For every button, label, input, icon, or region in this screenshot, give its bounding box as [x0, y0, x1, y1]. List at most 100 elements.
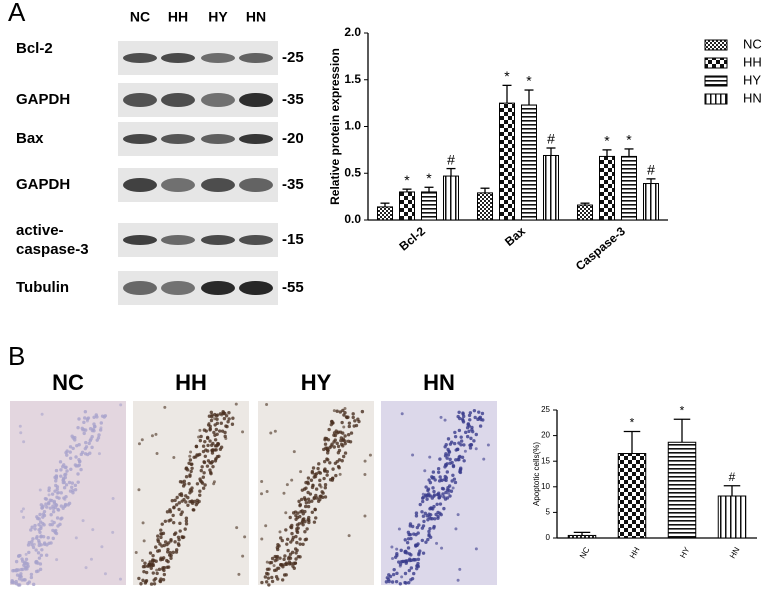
- cell: [82, 416, 87, 420]
- cell: [456, 513, 460, 517]
- cell: [336, 444, 341, 449]
- cell: [409, 578, 413, 582]
- micrograph-label: HN: [423, 370, 455, 395]
- cell: [90, 445, 94, 450]
- cell: [155, 571, 159, 576]
- bar: [643, 183, 659, 221]
- cell: [312, 496, 317, 500]
- cell: [21, 567, 25, 572]
- cell: [287, 555, 291, 559]
- blot-band: [239, 235, 273, 245]
- lane-label: HY: [208, 9, 228, 25]
- cell: [53, 505, 58, 510]
- cell: [311, 483, 315, 487]
- cell: [288, 515, 292, 520]
- cell: [458, 454, 462, 459]
- cell: [298, 542, 302, 546]
- cell: [440, 546, 444, 550]
- cell: [312, 520, 317, 524]
- cell: [304, 486, 308, 490]
- cell: [343, 434, 347, 438]
- cell: [64, 483, 69, 487]
- cell: [462, 443, 466, 447]
- cell: [24, 552, 28, 556]
- cell: [270, 575, 274, 580]
- cell: [21, 507, 25, 511]
- cell: [330, 476, 335, 481]
- cell: [295, 530, 300, 535]
- cell: [165, 510, 170, 514]
- blot-label: Bcl-2: [16, 40, 53, 57]
- cell: [451, 486, 455, 490]
- cell: [201, 475, 206, 479]
- cell: [17, 554, 21, 558]
- cell: [341, 438, 345, 443]
- cell: [294, 534, 298, 539]
- cell: [143, 564, 147, 569]
- cell: [438, 475, 442, 479]
- cell: [342, 425, 346, 429]
- cell: [170, 499, 174, 503]
- cell: [154, 432, 158, 436]
- cell: [387, 579, 391, 584]
- cell: [420, 496, 425, 500]
- blot-band: [201, 281, 235, 295]
- cell: [162, 568, 166, 573]
- cell: [208, 428, 212, 432]
- blot-band: [161, 235, 195, 245]
- cell: [473, 415, 477, 420]
- cell: [214, 414, 219, 418]
- cell: [212, 430, 216, 435]
- cell: [298, 503, 302, 508]
- cell: [159, 535, 163, 540]
- cell: [431, 486, 435, 490]
- blot-band: [123, 178, 157, 192]
- cell: [301, 512, 305, 516]
- cell: [215, 417, 219, 421]
- cell: [425, 497, 429, 501]
- cell: [443, 454, 448, 458]
- cell: [51, 510, 56, 514]
- cell: [184, 475, 189, 479]
- cell: [173, 540, 177, 544]
- cell: [33, 527, 37, 531]
- cell: [474, 432, 478, 437]
- cell: [231, 416, 235, 420]
- cell: [474, 447, 478, 451]
- cell: [464, 430, 468, 435]
- cell: [467, 413, 472, 418]
- cell: [280, 578, 285, 582]
- cell: [310, 499, 314, 503]
- cell: [184, 522, 189, 526]
- cell: [391, 557, 395, 561]
- cell: [428, 535, 433, 539]
- cell: [290, 523, 294, 528]
- cell: [34, 569, 39, 574]
- cell: [335, 441, 339, 446]
- cell: [198, 438, 203, 443]
- cell: [343, 441, 347, 446]
- cell: [477, 410, 481, 414]
- cell: [401, 560, 405, 564]
- cell: [311, 466, 316, 470]
- cell: [412, 571, 416, 576]
- cell: [400, 412, 404, 416]
- cell: [453, 434, 458, 439]
- cell: [360, 409, 365, 414]
- cell: [317, 462, 321, 466]
- blot-label: Bax: [16, 130, 44, 147]
- cell: [284, 528, 288, 532]
- blot-band: [161, 53, 195, 63]
- cell: [415, 525, 420, 530]
- cell: [291, 511, 296, 515]
- cell: [205, 464, 210, 468]
- cell: [199, 468, 203, 473]
- y-tick-label: 20: [541, 431, 550, 440]
- cell: [291, 535, 296, 540]
- blot-band: [123, 53, 157, 63]
- legend-swatch: [704, 75, 728, 87]
- y-axis-label: Apoptotic cells(%): [532, 442, 541, 506]
- cell: [420, 510, 424, 514]
- cell: [166, 550, 170, 554]
- y-tick-label: 0.5: [344, 165, 361, 179]
